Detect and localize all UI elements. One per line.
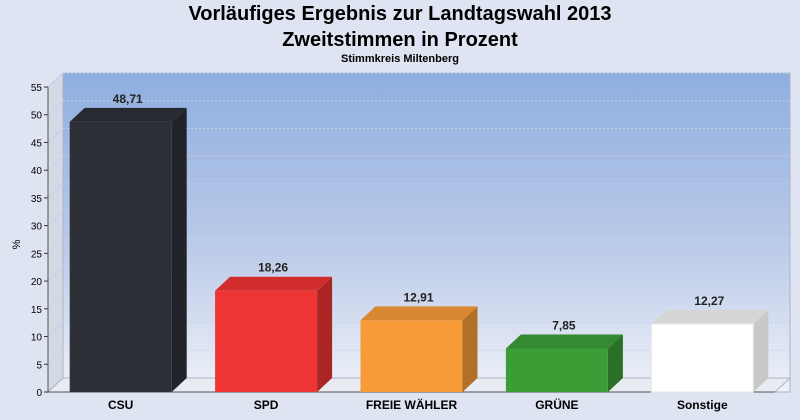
bar-gr-ne	[505, 334, 623, 392]
y-tick-label: 30	[31, 222, 43, 233]
x-tick-label: GRÜNE	[535, 397, 578, 412]
gridline-side	[47, 238, 64, 254]
y-tick-label: 10	[31, 333, 43, 344]
bar-side	[171, 107, 187, 392]
x-tick-label: Sonstige	[677, 398, 728, 412]
bar-front	[69, 121, 172, 392]
bar-top	[651, 309, 769, 324]
bar-side	[317, 276, 333, 392]
y-tick-label: 40	[31, 166, 43, 177]
data-label: 48,71	[113, 92, 143, 106]
y-tick-label: 45	[31, 138, 43, 149]
x-tick-label: CSU	[108, 398, 133, 412]
gridline-side	[47, 128, 64, 143]
bar-csu	[69, 107, 187, 392]
y-tick-label: 0	[36, 388, 42, 399]
data-label: 7,85	[552, 318, 576, 332]
y-axis-label: %	[11, 239, 23, 249]
bar-top	[69, 107, 187, 122]
y-tick-label: 25	[31, 249, 43, 260]
y-tick-label: 15	[31, 305, 43, 316]
y-tick-label: 55	[31, 83, 43, 94]
bar-front	[505, 348, 608, 392]
gridline-side	[47, 349, 64, 365]
bar-sonstige	[650, 309, 769, 393]
chart-subtitle: Stimmkreis Miltenberg	[341, 53, 459, 65]
bar-top	[215, 276, 333, 291]
x-tick-label: FREIE WÄHLER	[366, 397, 458, 412]
data-label: 12,27	[694, 294, 724, 308]
data-label: 18,26	[258, 261, 288, 275]
gridline-side	[47, 72, 64, 88]
bar-front	[650, 323, 754, 393]
bar-side	[753, 309, 769, 392]
y-tick-label: 35	[31, 194, 43, 205]
bar-side	[607, 334, 623, 392]
gridline-side	[47, 322, 64, 337]
x-tick-label: SPD	[254, 398, 279, 412]
chart-title: Vorläufiges Ergebnis zur Landtagswahl 20…	[188, 3, 612, 25]
y-tick-label: 20	[31, 277, 43, 288]
plot-side-wall	[47, 71, 64, 394]
y-tick-label: 5	[36, 360, 42, 371]
bar-front	[215, 290, 318, 392]
gridline-side	[47, 211, 64, 227]
data-label: 12,91	[403, 290, 433, 304]
chart-title-line-2: Zweitstimmen in Prozent	[282, 29, 518, 51]
gridline-side	[47, 100, 64, 116]
gridline-side	[47, 155, 64, 171]
bar-side	[462, 306, 478, 392]
gridline-side	[47, 266, 64, 282]
y-tick-label: 50	[31, 111, 43, 122]
gridline-side	[47, 294, 64, 310]
bar-front	[360, 320, 463, 392]
bar-freie-w-hler	[360, 306, 478, 392]
bar-top	[505, 334, 623, 349]
gridline-side	[47, 183, 64, 199]
bar-spd	[215, 276, 333, 392]
bar-top	[360, 306, 478, 321]
